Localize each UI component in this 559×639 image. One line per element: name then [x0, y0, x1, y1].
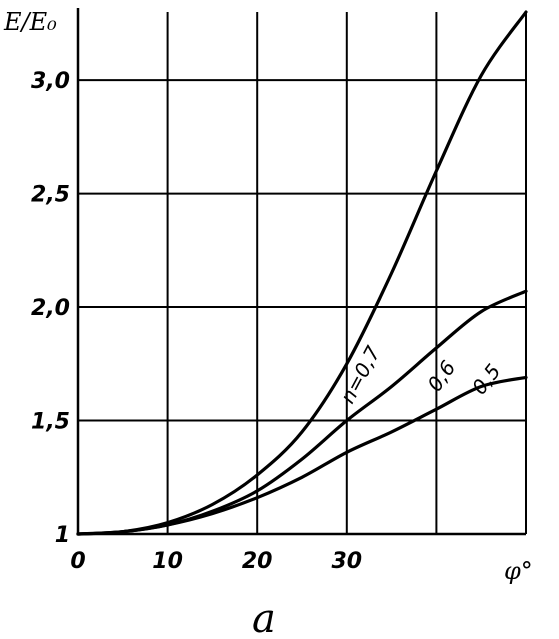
panel-label: a: [252, 596, 276, 639]
series-line-2: [76, 375, 528, 536]
x-tick-label: 20: [242, 549, 273, 574]
series-label-06: 0,6: [422, 356, 460, 396]
x-tick-label: 30: [331, 549, 362, 574]
series-line-0: [76, 10, 528, 536]
y-tick-label: 1: [55, 523, 70, 548]
y-axis-title: E/E₀: [3, 8, 57, 36]
y-tick-label: 2,0: [31, 296, 70, 321]
x-tick-label: 0: [70, 549, 85, 574]
series-label-05: 0,5: [467, 359, 505, 399]
series-line-1: [76, 289, 528, 536]
axes: [76, 8, 526, 536]
tick-labels: 1 1,5 2,0 2,5 3,0 0 10 20 30: [31, 69, 362, 574]
x-axis-title: φ°: [504, 557, 533, 585]
series-lines: [76, 10, 528, 536]
y-tick-label: 1,5: [31, 410, 70, 435]
y-tick-label: 2,5: [31, 183, 70, 208]
x-tick-label: 10: [152, 549, 183, 574]
grid: [78, 12, 527, 534]
y-tick-label: 3,0: [31, 69, 70, 94]
